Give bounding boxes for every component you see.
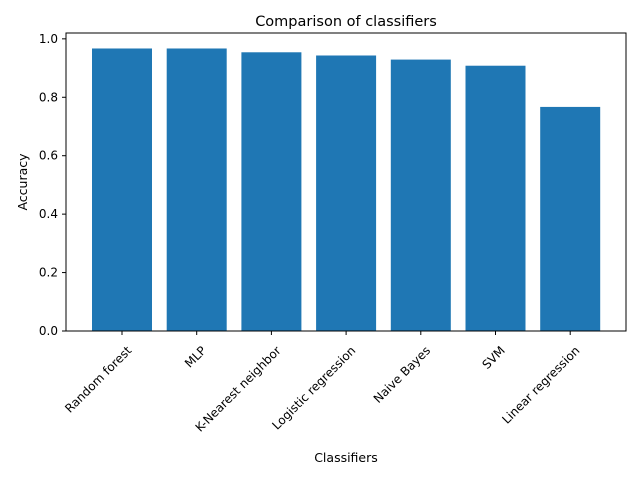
chart-title: Comparison of classifiers	[255, 14, 437, 30]
bar-6	[465, 65, 526, 332]
bar-1	[92, 48, 152, 331]
y-axis-label: Accuracy	[15, 153, 30, 211]
y-axis: 0.0 0.2 0.4 0.6 0.8 1.0	[39, 32, 66, 338]
x-axis-label: Classifiers	[314, 450, 378, 465]
bar-2	[166, 48, 227, 331]
bars-group	[92, 48, 601, 332]
y-tick-label: 0.0	[39, 324, 58, 338]
y-tick-label: 1.0	[39, 32, 58, 46]
y-tick-label: 0.6	[39, 149, 58, 163]
y-tick-label: 0.2	[39, 266, 58, 280]
y-tick-label: 0.4	[39, 207, 58, 221]
bar-3	[241, 52, 302, 332]
bar-5	[390, 59, 451, 331]
bar-7	[540, 106, 601, 332]
bar-4	[316, 55, 377, 331]
y-tick-label: 0.8	[39, 90, 58, 104]
